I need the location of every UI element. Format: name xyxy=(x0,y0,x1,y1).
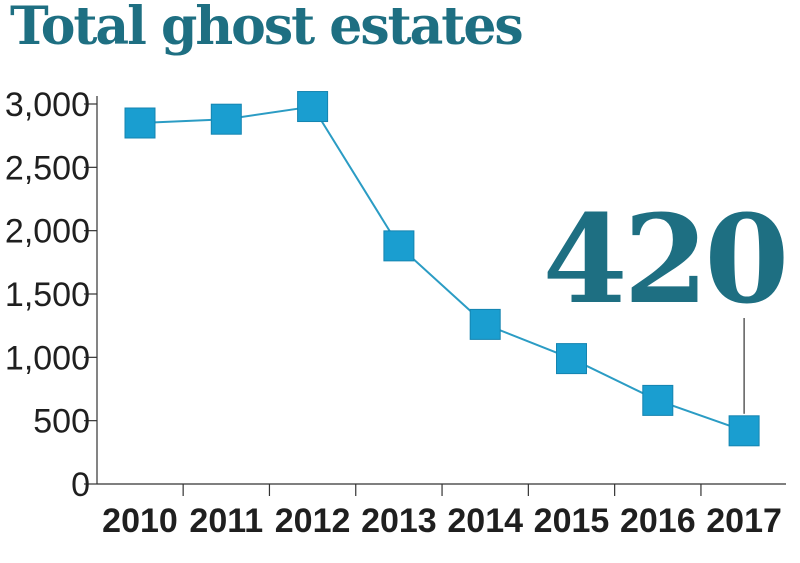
data-point-marker xyxy=(642,384,674,416)
x-tick-label: 2012 xyxy=(275,502,351,540)
data-point-marker xyxy=(124,107,156,139)
y-tick-label: 1,000 xyxy=(5,339,90,377)
x-tick-label: 2015 xyxy=(534,502,610,540)
data-point-marker xyxy=(469,308,501,340)
x-tick-label: 2016 xyxy=(620,502,696,540)
x-tick-label: 2010 xyxy=(102,502,178,540)
y-tick-label: 0 xyxy=(71,466,90,504)
y-tick-label: 500 xyxy=(33,403,90,441)
x-tick-label: 2013 xyxy=(361,502,437,540)
x-tick-labels: 2010 2011 2012 2013 2014 2015 2016 2017 xyxy=(102,502,782,540)
data-point-marker xyxy=(297,91,329,123)
axes xyxy=(84,96,786,496)
data-point-marker xyxy=(210,103,242,135)
data-point-marker xyxy=(383,230,415,262)
series xyxy=(124,91,760,447)
x-tick-label: 2011 xyxy=(189,502,263,540)
y-tick-label: 3,000 xyxy=(5,86,90,124)
data-point-marker xyxy=(556,343,587,375)
callout-value: 420 xyxy=(543,187,786,331)
y-tick-label: 2,000 xyxy=(5,213,90,251)
y-tick-label: 2,500 xyxy=(5,149,90,187)
y-tick-label: 1,500 xyxy=(5,276,90,314)
callout: 420 xyxy=(543,187,789,414)
x-tick-label: 2017 xyxy=(706,502,782,540)
y-tick-labels: 0 500 1,000 1,500 2,000 2,500 3,000 xyxy=(5,86,90,504)
chart-title: Total ghost estates xyxy=(10,0,524,57)
x-tick-label: 2014 xyxy=(447,502,523,540)
data-point-marker xyxy=(728,415,760,447)
